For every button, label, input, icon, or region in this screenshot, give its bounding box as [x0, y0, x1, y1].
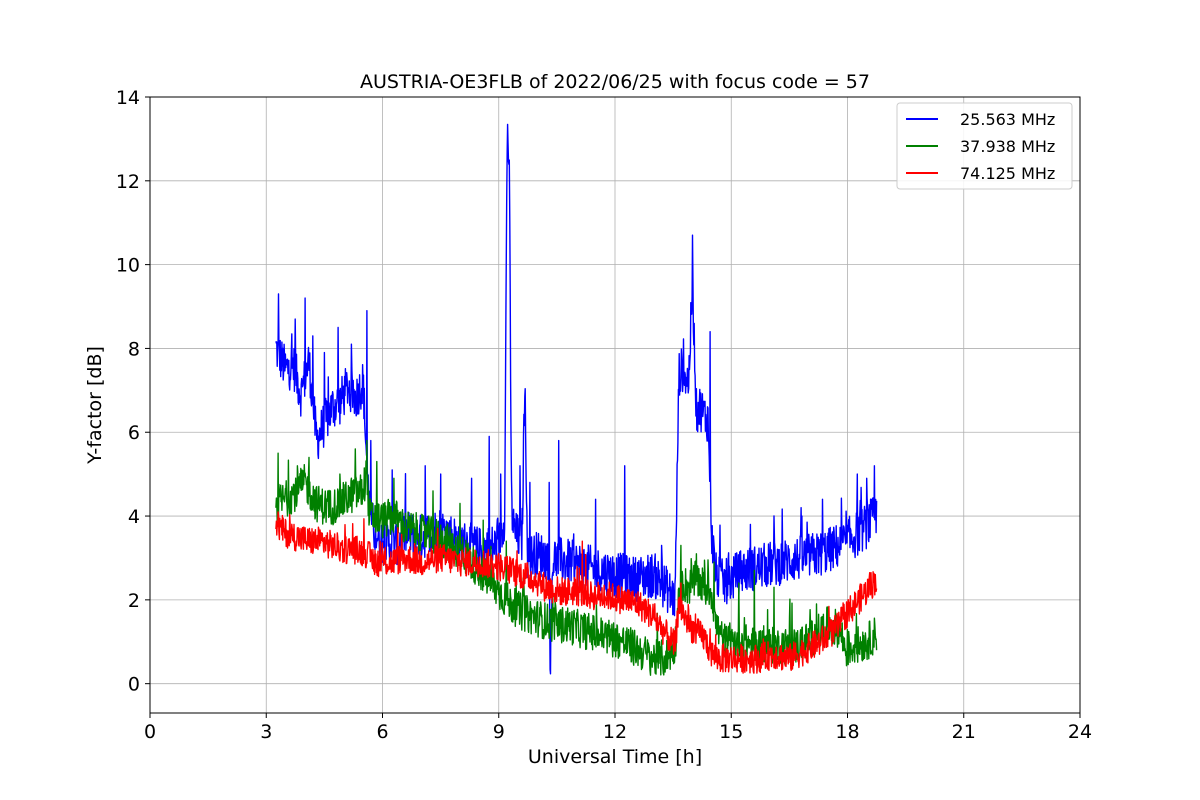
x-axis-label: Universal Time [h]: [528, 746, 702, 768]
y-axis: 0 2 4 6 8 10 12 14: [116, 87, 150, 696]
legend-label: 37.938 MHz: [960, 137, 1055, 156]
x-axis: 0 3 6 9 12 15 18 21 24: [144, 713, 1092, 743]
y-axis-label: Y-factor [dB]: [84, 346, 106, 465]
y-tick-label: 2: [128, 590, 140, 612]
legend: 25.563 MHz 37.938 MHz 74.125 MHz: [896, 102, 1073, 190]
x-tick-label: 9: [493, 721, 505, 743]
x-tick-label: 6: [376, 721, 388, 743]
y-tick-label: 12: [116, 171, 140, 193]
x-tick-label: 21: [952, 721, 976, 743]
y-tick-label: 14: [116, 87, 140, 109]
legend-label: 74.125 MHz: [960, 164, 1055, 183]
x-tick-label: 12: [603, 721, 627, 743]
chart-title: AUSTRIA-OE3FLB of 2022/06/25 with focus …: [360, 71, 870, 93]
series-line-2: [275, 511, 878, 674]
y-tick-label: 6: [128, 422, 140, 444]
y-tick-label: 4: [128, 506, 140, 528]
y-tick-label: 10: [116, 255, 140, 277]
x-tick-label: 15: [719, 721, 743, 743]
legend-label: 25.563 MHz: [960, 110, 1055, 129]
series-line-1: [275, 439, 878, 676]
y-tick-label: 8: [128, 338, 140, 360]
y-tick-label: 0: [128, 674, 140, 696]
legend-box: [896, 102, 1073, 190]
series-line-0: [275, 123, 878, 675]
x-tick-label: 18: [835, 721, 859, 743]
x-tick-label: 0: [144, 721, 156, 743]
x-tick-label: 24: [1068, 721, 1092, 743]
series-layer: [275, 123, 878, 676]
x-tick-label: 3: [260, 721, 272, 743]
